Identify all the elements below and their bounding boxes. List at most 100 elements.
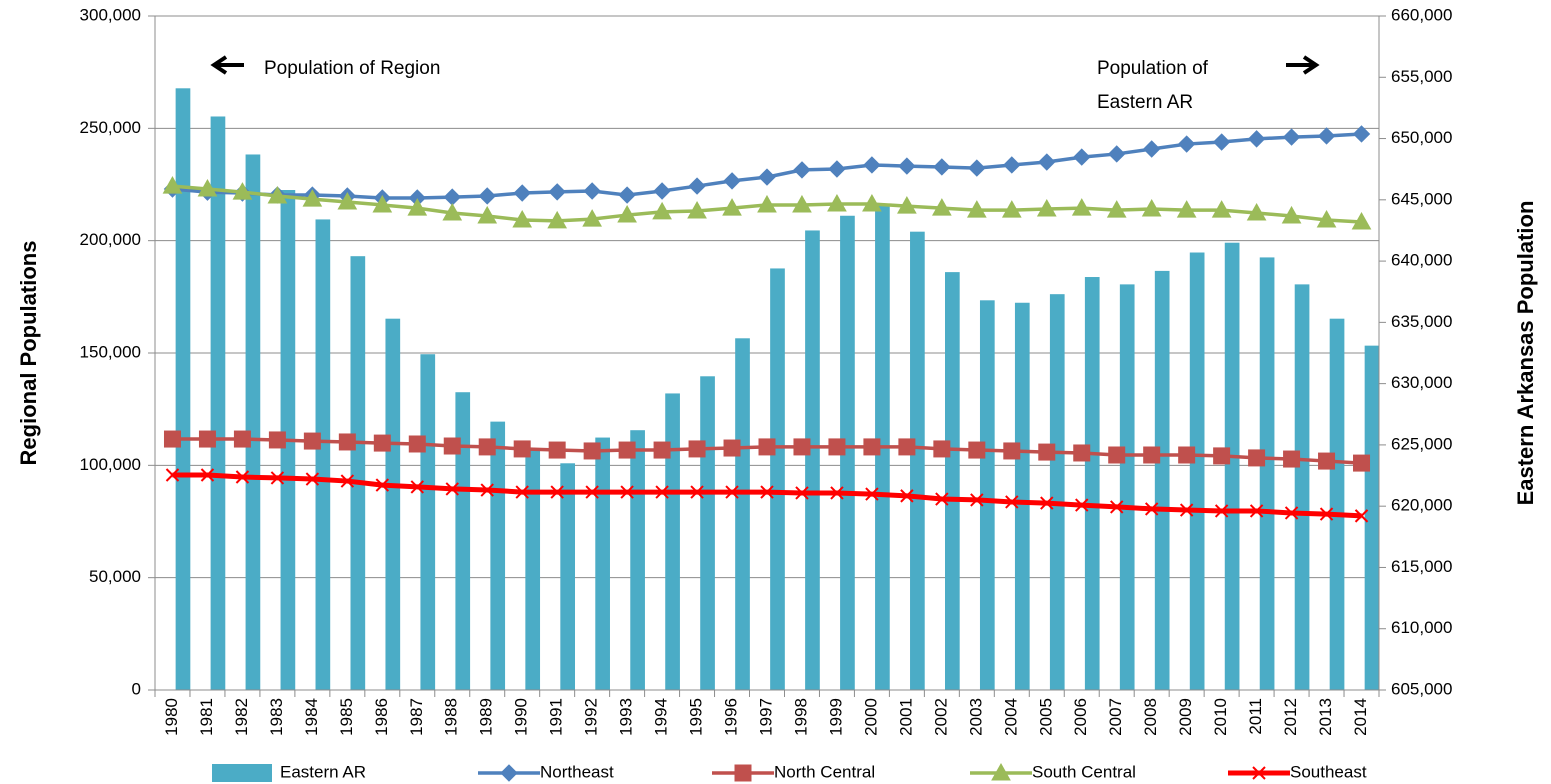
- marker: [1003, 156, 1021, 174]
- marker: [966, 200, 987, 218]
- x-tick-label: 1980: [162, 698, 181, 736]
- legend-label: South Central: [1032, 762, 1136, 781]
- y2-tick-label: 610,000: [1391, 618, 1452, 637]
- marker: [583, 442, 601, 460]
- marker: [1005, 495, 1019, 509]
- bar: [490, 421, 506, 690]
- marker: [1073, 148, 1091, 166]
- bar: [245, 154, 261, 690]
- y-tick-label: 200,000: [80, 230, 141, 249]
- bar: [1224, 242, 1240, 690]
- y2-tick-label: 645,000: [1391, 189, 1452, 208]
- bar: [350, 256, 366, 690]
- marker: [512, 209, 533, 228]
- marker: [792, 194, 812, 213]
- y2-tick-label: 655,000: [1391, 67, 1452, 86]
- marker: [1176, 200, 1197, 218]
- x-tick-label: 1986: [372, 698, 391, 736]
- marker: [1106, 200, 1127, 218]
- marker: [991, 762, 1011, 781]
- bar: [1084, 277, 1100, 690]
- bar: [700, 376, 715, 690]
- marker: [373, 434, 391, 452]
- marker: [722, 198, 742, 216]
- x-tick-label: 2008: [1141, 698, 1160, 736]
- marker: [443, 188, 461, 206]
- x-tick-label: 2012: [1281, 698, 1300, 736]
- marker: [1177, 135, 1196, 153]
- marker: [583, 182, 601, 200]
- x-tick-label: 1987: [407, 698, 426, 736]
- legend: Eastern AR Northeast North Central South Ce…: [212, 762, 1367, 782]
- marker: [758, 168, 776, 186]
- marker: [933, 158, 951, 176]
- bar: [525, 449, 541, 690]
- bar: [455, 392, 471, 690]
- marker: [828, 160, 846, 178]
- marker: [1353, 454, 1371, 472]
- marker: [478, 438, 496, 456]
- marker: [338, 433, 356, 451]
- marker: [1073, 444, 1091, 462]
- x-tick-label: 1993: [617, 698, 636, 736]
- x-tick-label: 1985: [337, 698, 356, 736]
- marker: [445, 482, 459, 496]
- marker: [1354, 509, 1369, 523]
- marker: [1316, 209, 1337, 228]
- marker: [723, 439, 741, 457]
- marker: [513, 440, 531, 458]
- x-tick-label: 2011: [1246, 698, 1265, 735]
- marker: [375, 478, 390, 492]
- y-tick-label: 100,000: [80, 455, 141, 474]
- annotation: Eastern AR: [1097, 92, 1193, 113]
- marker: [1001, 200, 1022, 218]
- bar: [175, 88, 191, 690]
- marker: [585, 485, 599, 499]
- x-tick-label: 2002: [931, 698, 950, 736]
- marker: [863, 156, 881, 174]
- marker: [690, 485, 704, 499]
- x-tick-label: 1983: [267, 698, 286, 736]
- marker: [478, 187, 496, 205]
- bar: [840, 215, 855, 690]
- bar: [770, 268, 785, 690]
- marker: [970, 493, 984, 507]
- marker: [1179, 503, 1194, 517]
- x-tick-label: 1996: [722, 698, 741, 736]
- x-tick-label: 1988: [442, 698, 461, 736]
- marker: [725, 485, 739, 499]
- marker: [758, 438, 776, 456]
- marker: [688, 440, 706, 458]
- bar: [1049, 294, 1065, 690]
- marker: [270, 471, 285, 485]
- y-tick-label: 150,000: [80, 342, 141, 361]
- y2-tick-label: 625,000: [1391, 434, 1452, 453]
- x-tick-label: 1991: [547, 698, 566, 736]
- marker: [198, 430, 216, 448]
- x-tick-label: 1995: [687, 698, 706, 736]
- marker: [337, 192, 358, 210]
- marker: [550, 485, 564, 499]
- bar: [595, 437, 610, 690]
- x-tick-label: 2006: [1071, 698, 1090, 736]
- bar: [665, 393, 680, 690]
- marker: [165, 468, 180, 482]
- marker: [1213, 447, 1231, 465]
- marker: [1211, 200, 1232, 218]
- x-tick-label: 1981: [197, 698, 216, 736]
- legend-label: North Central: [774, 762, 875, 781]
- bar: [805, 230, 820, 691]
- marker: [620, 485, 634, 499]
- bar: [1154, 270, 1170, 690]
- bars: [175, 88, 1380, 691]
- marker: [1317, 127, 1336, 145]
- marker: [303, 432, 321, 450]
- marker: [1283, 450, 1301, 468]
- marker: [652, 201, 672, 220]
- marker: [795, 486, 809, 500]
- legend-swatch: [212, 764, 272, 782]
- marker: [900, 489, 914, 503]
- markers: [163, 430, 1371, 472]
- marker: [1110, 500, 1124, 514]
